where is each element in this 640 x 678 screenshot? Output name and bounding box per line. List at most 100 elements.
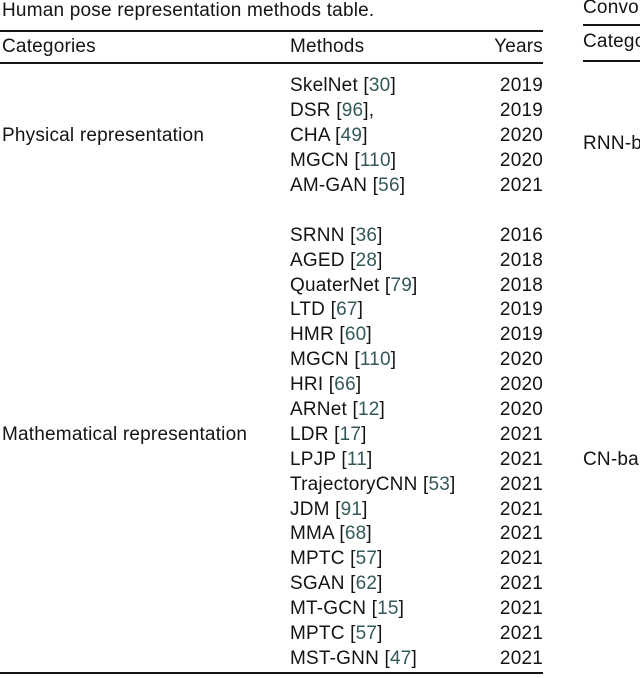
citation-bracket-open: [ [344,623,356,645]
citation-bracket-close: ] [411,274,418,296]
table-row: AGED [28] 2018 [0,248,543,273]
table-row: SkelNet [30] 2019 [0,74,543,99]
citation-bracket-open: [ [366,598,378,620]
table-row: ARNet [12] 2020 [0,398,543,423]
citation-link[interactable]: 57 [355,623,378,645]
citation-link[interactable]: 36 [355,224,378,246]
citation-link[interactable]: 15 [377,598,399,620]
citation-bracket-open: [ [348,150,360,172]
citation-bracket-open: [ [357,75,369,97]
table-row: MPTC [57] 2021 [0,622,543,647]
method-name: MMA [290,523,334,545]
side-table-caption: Convo [583,0,639,18]
citation-bracket-open: [ [348,349,360,371]
citation-bracket-close: ] [361,423,367,445]
citation-link[interactable]: 12 [357,399,380,421]
method-cell: HRI [66] [288,374,465,396]
method-name: SRNN [290,224,345,246]
citation-link[interactable]: 11 [346,448,367,470]
citation-bracket-close: ] [377,573,383,595]
year-cell: 2021 [499,573,543,595]
table-row: AM-GAN [56] 2021 [0,174,543,199]
citation-link[interactable]: 57 [355,548,378,570]
citation-bracket-close: ] [366,448,373,470]
year-cell: 2018 [499,274,543,296]
citation-link[interactable]: 110 [359,349,391,371]
method-cell: AGED [28] [288,250,465,272]
method-cell: DSR [96], [288,100,465,122]
citation-link[interactable]: 79 [390,274,412,296]
citation-bracket-close: ] [390,150,397,172]
citation-bracket-close: ] [377,548,383,570]
method-cell: JDM [91] [288,499,465,521]
citation-link[interactable]: 66 [334,374,356,396]
year-cell: 2019 [499,75,543,97]
citation-bracket-close: ] [399,175,406,196]
year-cell: 2021 [499,598,543,620]
table-caption: Human pose representation methods table. [2,0,375,21]
year-cell: 2018 [499,249,543,271]
table-row: LPJP [11] 2021 [0,447,543,472]
citation-link[interactable]: 110 [359,150,391,172]
method-cell: MST-GNN [47] [288,648,465,670]
citation-bracket-open: [ [344,548,356,570]
method-cell: SGAN [62] [288,573,465,595]
group-spacer [0,198,543,223]
citation-link[interactable]: 30 [368,75,391,97]
citation-bracket-open: [ [417,473,429,495]
table-row: MST-GNN [47] 2021 [0,646,543,671]
citation-bracket-open: [ [344,224,356,246]
side-table-header-categories: Catego [583,31,640,52]
year-cell: 2021 [499,623,543,645]
citation-link[interactable]: 53 [428,473,451,495]
method-name: ARNet [290,399,347,421]
citation-bracket-close: ] [366,324,372,346]
citation-link[interactable]: 67 [336,299,358,321]
adjacent-column-table: Convo Catego RNN-b CN-ba [583,0,640,678]
header-methods: Methods [290,36,365,57]
citation-bracket-open: [ [346,399,358,421]
year-cell: 2016 [499,224,543,246]
citation-bracket-open: [ [335,448,347,470]
citation-link[interactable]: 47 [389,647,412,669]
method-name: MT-GCN [290,598,367,620]
table-header-row: Categories Methods Years [0,32,543,62]
method-cell: ARNet [12] [288,399,465,421]
citation-link[interactable]: 28 [355,249,378,271]
citation-bracket-open: [ [323,374,335,396]
method-cell: QuaterNet [79] [288,275,465,297]
citation-link[interactable]: 68 [344,523,367,545]
method-name: MST-GNN [290,647,380,669]
method-name: CHA [290,125,330,147]
citation-bracket-close: ] [362,125,368,147]
method-name: JDM [290,498,330,520]
citation-link[interactable]: 91 [340,498,363,520]
method-name: AM-GAN [290,175,368,196]
table-row: MGCN [110] 2020 [0,149,543,174]
table-row: MGCN [110] 2020 [0,348,543,373]
year-cell: 2020 [499,399,543,421]
category-cell: Mathematical representation [2,423,248,445]
pose-methods-table: Human pose representation methods table.… [0,0,543,674]
table-row: MMA [68] 2021 [0,522,543,547]
citation-link[interactable]: 60 [344,324,367,346]
year-cell: 2021 [499,548,543,570]
method-cell: TrajectoryCNN [53] [288,474,465,496]
citation-link[interactable]: 17 [339,423,362,445]
citation-link[interactable]: 62 [355,573,378,595]
table-row: SGAN [62] 2021 [0,572,543,597]
citation-bracket-close: ] [377,224,383,246]
method-name: LTD [290,299,326,321]
citation-bracket-close: ] [390,349,397,371]
header-categories: Categories [2,36,96,57]
citation-link[interactable]: 96 [341,100,364,122]
method-name: AGED [290,249,345,271]
citation-link[interactable]: 56 [378,175,400,196]
citation-link[interactable]: 49 [340,125,363,147]
year-cell: 2021 [499,498,543,520]
citation-bracket-close: ] [411,647,418,669]
citation-bracket-close: ] [379,399,385,421]
year-cell: 2021 [499,647,543,669]
table-row: DSR [96], 2019 [0,99,543,124]
citation-bracket-open: [ [333,324,345,346]
